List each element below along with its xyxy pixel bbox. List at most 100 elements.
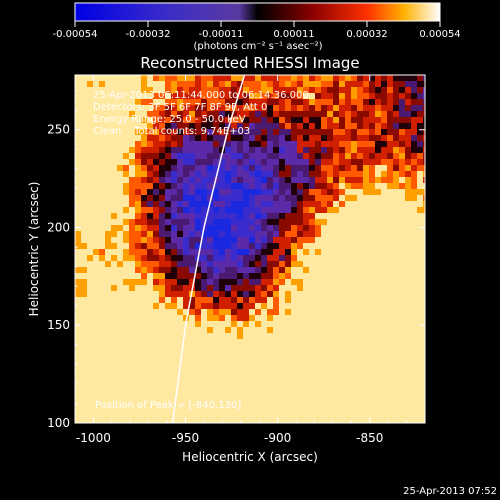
heatmap-pixel xyxy=(381,357,387,363)
heatmap-pixel xyxy=(165,375,171,381)
heatmap-pixel xyxy=(135,273,141,279)
heatmap-pixel xyxy=(171,399,177,405)
heatmap-pixel xyxy=(237,147,243,153)
heatmap-pixel xyxy=(399,231,405,237)
heatmap-pixel xyxy=(399,159,405,165)
heatmap-pixel xyxy=(423,75,425,81)
heatmap-pixel xyxy=(411,333,417,339)
heatmap-pixel xyxy=(297,291,303,297)
heatmap-pixel xyxy=(315,279,321,285)
heatmap-pixel xyxy=(117,177,123,183)
heatmap-pixel xyxy=(135,351,141,357)
heatmap-pixel xyxy=(327,351,333,357)
heatmap-pixel xyxy=(105,141,111,147)
heatmap-pixel xyxy=(159,375,165,381)
heatmap-pixel xyxy=(375,369,381,375)
heatmap-pixel xyxy=(333,381,339,387)
heatmap-pixel xyxy=(195,201,201,207)
heatmap-pixel xyxy=(285,81,291,87)
heatmap-pixel xyxy=(315,123,321,129)
heatmap-pixel xyxy=(117,213,123,219)
heatmap-pixel xyxy=(159,219,165,225)
heatmap-pixel xyxy=(399,279,405,285)
heatmap-pixel xyxy=(207,249,213,255)
heatmap-pixel xyxy=(165,357,171,363)
heatmap-pixel xyxy=(165,141,171,147)
heatmap-pixel xyxy=(363,177,369,183)
heatmap-pixel xyxy=(345,393,351,399)
heatmap-pixel xyxy=(303,87,309,93)
heatmap-pixel xyxy=(399,417,405,423)
heatmap-pixel xyxy=(183,225,189,231)
heatmap-pixel xyxy=(381,123,387,129)
heatmap-pixel xyxy=(195,297,201,303)
heatmap-pixel xyxy=(309,249,315,255)
heatmap-pixel xyxy=(321,267,327,273)
heatmap-pixel xyxy=(147,135,153,141)
heatmap-pixel xyxy=(123,261,129,267)
heatmap-pixel xyxy=(243,261,249,267)
heatmap-pixel xyxy=(321,105,327,111)
heatmap-pixel xyxy=(375,327,381,333)
heatmap-pixel xyxy=(417,405,423,411)
heatmap-pixel xyxy=(165,225,171,231)
heatmap-pixel xyxy=(129,363,135,369)
heatmap-pixel xyxy=(339,207,345,213)
heatmap-pixel xyxy=(87,237,93,243)
heatmap-pixel xyxy=(399,267,405,273)
heatmap-pixel xyxy=(81,177,87,183)
heatmap-pixel xyxy=(195,129,201,135)
heatmap-pixel xyxy=(381,105,387,111)
heatmap-pixel xyxy=(75,123,81,129)
heatmap-pixel xyxy=(291,123,297,129)
heatmap-pixel xyxy=(129,123,135,129)
heatmap-pixel xyxy=(237,297,243,303)
heatmap-pixel xyxy=(159,141,165,147)
heatmap-pixel xyxy=(357,237,363,243)
heatmap-pixel xyxy=(333,237,339,243)
heatmap-pixel xyxy=(231,291,237,297)
heatmap-pixel xyxy=(411,213,417,219)
heatmap-pixel xyxy=(159,159,165,165)
heatmap-pixel xyxy=(291,357,297,363)
heatmap-pixel xyxy=(303,357,309,363)
heatmap-pixel xyxy=(189,405,195,411)
heatmap-pixel xyxy=(177,381,183,387)
heatmap-pixel xyxy=(219,309,225,315)
heatmap-pixel xyxy=(135,219,141,225)
heatmap-pixel xyxy=(93,375,99,381)
heatmap-pixel xyxy=(237,273,243,279)
heatmap-pixel xyxy=(111,189,117,195)
heatmap-pixel xyxy=(231,411,237,417)
heatmap-pixel xyxy=(279,165,285,171)
heatmap-pixel xyxy=(99,267,105,273)
heatmap-pixel xyxy=(153,75,159,81)
heatmap-pixel xyxy=(363,99,369,105)
heatmap-pixel xyxy=(369,99,375,105)
heatmap-pixel xyxy=(93,381,99,387)
heatmap-pixel xyxy=(381,135,387,141)
heatmap-pixel xyxy=(231,159,237,165)
heatmap-pixel xyxy=(81,165,87,171)
heatmap-pixel xyxy=(111,387,117,393)
heatmap-pixel xyxy=(99,177,105,183)
heatmap-pixel xyxy=(405,111,411,117)
heatmap-pixel xyxy=(321,285,327,291)
heatmap-pixel xyxy=(357,261,363,267)
heatmap-pixel xyxy=(207,411,213,417)
colorbar-tick-label: 0.00054 xyxy=(419,29,460,40)
heatmap-pixel xyxy=(75,159,81,165)
heatmap-pixel xyxy=(297,351,303,357)
heatmap-pixel xyxy=(153,279,159,285)
heatmap-pixel xyxy=(129,111,135,117)
heatmap-pixel xyxy=(405,195,411,201)
heatmap-pixel xyxy=(303,123,309,129)
heatmap-pixel xyxy=(81,375,87,381)
heatmap-pixel xyxy=(297,207,303,213)
heatmap-pixel xyxy=(363,189,369,195)
heatmap-pixel xyxy=(369,417,375,423)
heatmap-pixel xyxy=(111,213,117,219)
heatmap-pixel xyxy=(309,291,315,297)
heatmap-pixel xyxy=(297,417,303,423)
heatmap-pixel xyxy=(369,213,375,219)
